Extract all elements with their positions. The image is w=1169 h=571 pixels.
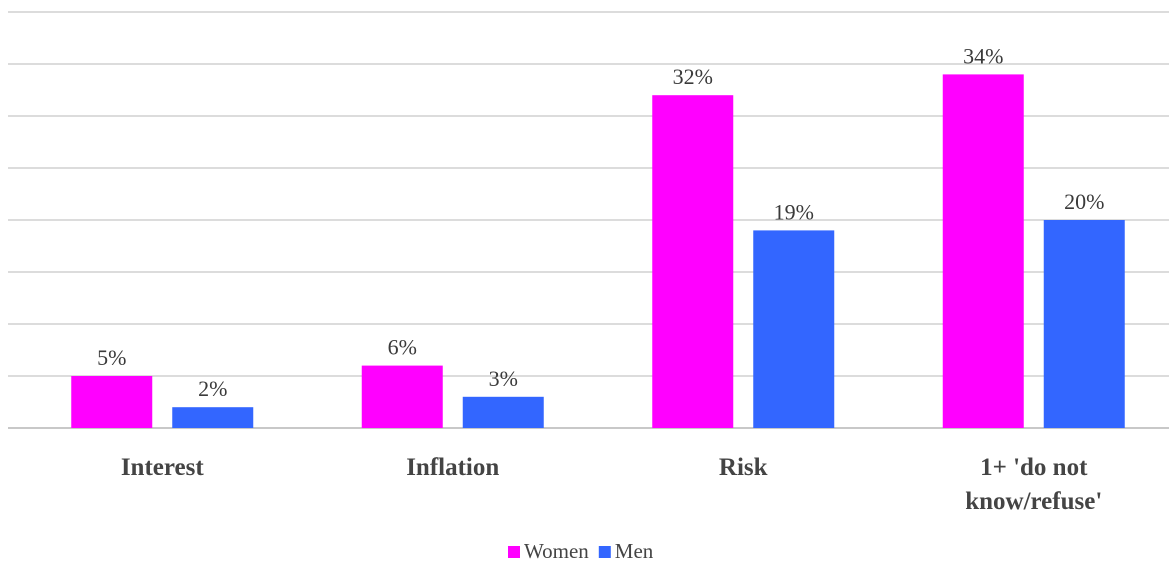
- bar-men-1: [462, 396, 544, 428]
- category-label: Interest: [121, 454, 205, 481]
- data-label: 20%: [1064, 189, 1104, 214]
- data-label: 6%: [388, 335, 417, 360]
- legend-label-women: Women: [524, 539, 589, 563]
- data-label: 32%: [673, 64, 713, 89]
- data-label: 5%: [97, 345, 126, 370]
- legend-label-men: Men: [615, 539, 654, 563]
- category-labels: Interest Inflation Risk 1+ 'do not know/refu…: [121, 454, 1102, 515]
- data-label: 19%: [774, 199, 814, 224]
- bar-women-3: [942, 74, 1024, 429]
- data-label: 2%: [198, 376, 227, 401]
- bar-men-2: [753, 230, 835, 428]
- legend-swatch-women: [508, 546, 520, 558]
- legend: Women Men: [508, 539, 654, 563]
- category-label: Risk: [719, 454, 768, 481]
- bar-men-3: [1043, 220, 1125, 428]
- bars: [71, 74, 1125, 429]
- category-label: Inflation: [406, 454, 499, 481]
- value-labels: 5% 2% 6% 3% 32% 19% 34% 20%: [97, 43, 1104, 401]
- legend-swatch-men: [598, 546, 611, 558]
- bar-men-0: [172, 407, 254, 428]
- bar-women-0: [71, 376, 153, 428]
- category-label: 1+ 'do not know/refuse': [965, 454, 1102, 515]
- bar-women-1: [361, 365, 443, 428]
- bar-women-2: [652, 95, 734, 428]
- data-label: 34%: [963, 43, 1003, 68]
- data-label: 3%: [489, 366, 518, 391]
